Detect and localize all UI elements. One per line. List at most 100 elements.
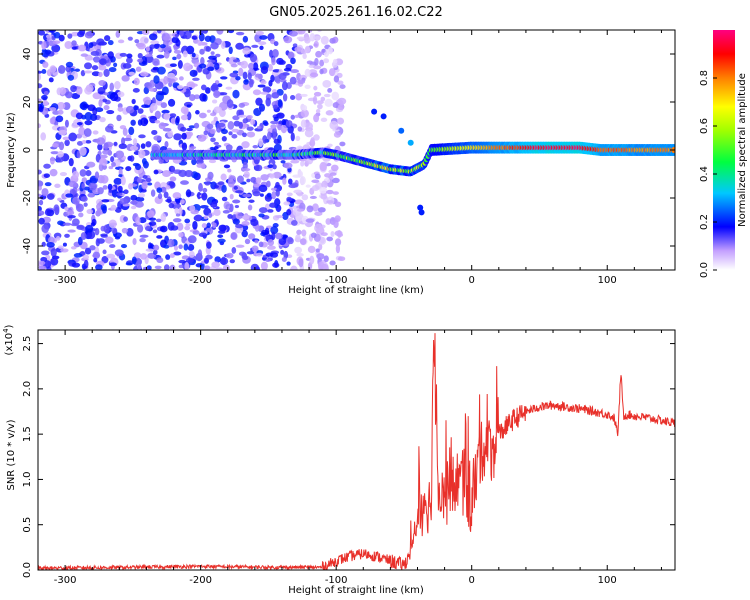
spectrogram-noise-cell [50,151,59,155]
spectrogram-noise-cell [50,248,57,257]
snr-y-label: SNR (10 * v/v) [6,419,17,490]
spectrogram-noise-cell [330,231,335,237]
spectrogram-noise-cell [193,122,200,129]
spectrogram-noise-cell [190,146,197,150]
spectrogram-noise-cell [247,72,252,81]
spectrogram-noise-cell [52,44,60,53]
spectrogram-noise-cell [241,141,250,149]
spectrogram-noise-cell [123,189,129,195]
colorbar-tick-label: 0.2 [699,214,710,230]
spectrogram-noise-cell [100,174,109,184]
spectrogram-branch-cell [407,139,414,146]
spectrogram-noise-cell [327,88,333,93]
spectrogram-noise-cell [221,184,227,193]
spectrogram-noise-cell [294,46,303,52]
spectrogram-noise-cell [85,84,94,93]
spectrogram-noise-cell [141,181,148,190]
spectrogram-noise-cell [246,251,255,255]
spectrogram-noise-cell [215,267,224,270]
spectrogram-noise-cell [84,62,93,70]
spectrogram-noise-cell [46,241,55,248]
spectrogram-noise-cell [286,209,292,216]
spectrogram-noise-cell [179,30,184,37]
spectrogram-noise-cell [104,35,111,42]
spectrogram-noise-cell [193,94,201,100]
spectrogram-noise-cell [255,30,264,36]
spectrogram-noise-cell [324,173,332,178]
spectrogram-noise-cell [49,107,57,112]
spectrogram-noise-cell [305,218,315,223]
spectrogram-noise-cell [68,157,74,167]
spectrogram-noise-cell [258,103,266,112]
spectrogram-noise-cell [137,193,146,198]
spectrogram-noise-cell [64,40,73,50]
spectrogram-noise-cell [79,30,86,36]
spectrogram-noise-cell [83,186,90,191]
spectrogram-noise-cell [127,36,133,41]
spectrogram-noise-cell [39,260,46,266]
snr-y-tick-label: 1.5 [22,426,33,442]
spectrogram-noise-cell [133,105,139,111]
spectrogram-noise-cell [199,92,207,102]
spectrogram-noise-cell [160,213,167,222]
spectrogram-noise-cell [246,126,254,131]
spectrogram-noise-cell [237,212,245,217]
spectrogram-noise-cell [141,104,150,109]
spectrogram-noise-cell [230,232,238,240]
spectrogram-noise-cell [330,164,339,172]
spectrogram-noise-cell [151,143,161,152]
spectrogram-noise-cell [323,255,329,263]
spectrogram-noise-cell [333,219,339,229]
spectrogram-noise-cell [144,54,153,58]
spectrogram-noise-cell [49,168,58,177]
spectrogram-y-tick-label: 20 [22,96,33,109]
figure-title: GN05.2025.261.16.02.C22 [269,5,443,20]
spectrogram-noise-cell [260,91,269,95]
spectrogram-noise-cell [110,204,117,211]
spectrogram-noise-cell [183,243,189,251]
spectrogram-noise-cell [86,208,94,215]
spectrogram-noise-cell [295,93,303,101]
spectrogram-noise-cell [97,87,106,95]
spectrogram-noise-cell [42,61,49,68]
spectrogram-noise-cell [272,127,277,137]
spectrogram-noise-cell [94,171,100,179]
spectrogram-noise-cell [199,48,205,55]
spectrogram-noise-cell [328,68,336,77]
spectrogram-noise-cell [228,131,233,136]
spectrogram-noise-cell [304,129,314,138]
spectrogram-noise-cell [126,57,133,64]
spectrogram-noise-cell [207,66,215,72]
spectrogram-noise-cell [81,183,86,189]
spectrogram-noise-cell [286,196,292,202]
spectrogram-noise-cell [235,42,244,50]
spectrogram-noise-cell [43,173,50,178]
spectrogram-noise-cell [163,191,169,199]
spectrogram-noise-cell [265,258,271,263]
spectrogram-noise-cell [78,126,86,136]
spectrogram-noise-cell [231,134,238,139]
spectrogram-noise-cell [306,205,314,213]
spectrogram-noise-cell [277,99,283,108]
spectrogram-noise-cell [246,114,253,120]
spectrogram-noise-cell [320,193,328,200]
spectrogram-noise-cell [117,185,123,192]
snr-y-tick-label: 2.5 [22,336,33,352]
spectrogram-noise-cell [89,245,96,251]
spectrogram-noise-cell [41,94,48,100]
spectrogram-noise-cell [296,36,305,40]
spectrogram-noise-cell [80,232,87,241]
spectrogram-noise-cell [92,251,101,259]
spectrogram-x-ticks: -300 -200 -100 0 100 [37,30,662,286]
spectrogram-noise-cell [227,30,235,34]
spectrogram-noise-cell [219,257,229,265]
spectrogram-noise-cell [167,98,176,107]
spectrogram-noise-cell [198,232,208,238]
spectrogram-noise-cell [165,185,171,190]
spectrogram-noise-cell [140,253,148,260]
spectrogram-noise-cell [98,99,103,108]
spectrogram-noise-cell [210,112,217,117]
spectrogram-noise-cell [76,225,85,230]
spectrogram-noise-cell [310,137,315,145]
spectrogram-noise-cell [194,214,203,221]
